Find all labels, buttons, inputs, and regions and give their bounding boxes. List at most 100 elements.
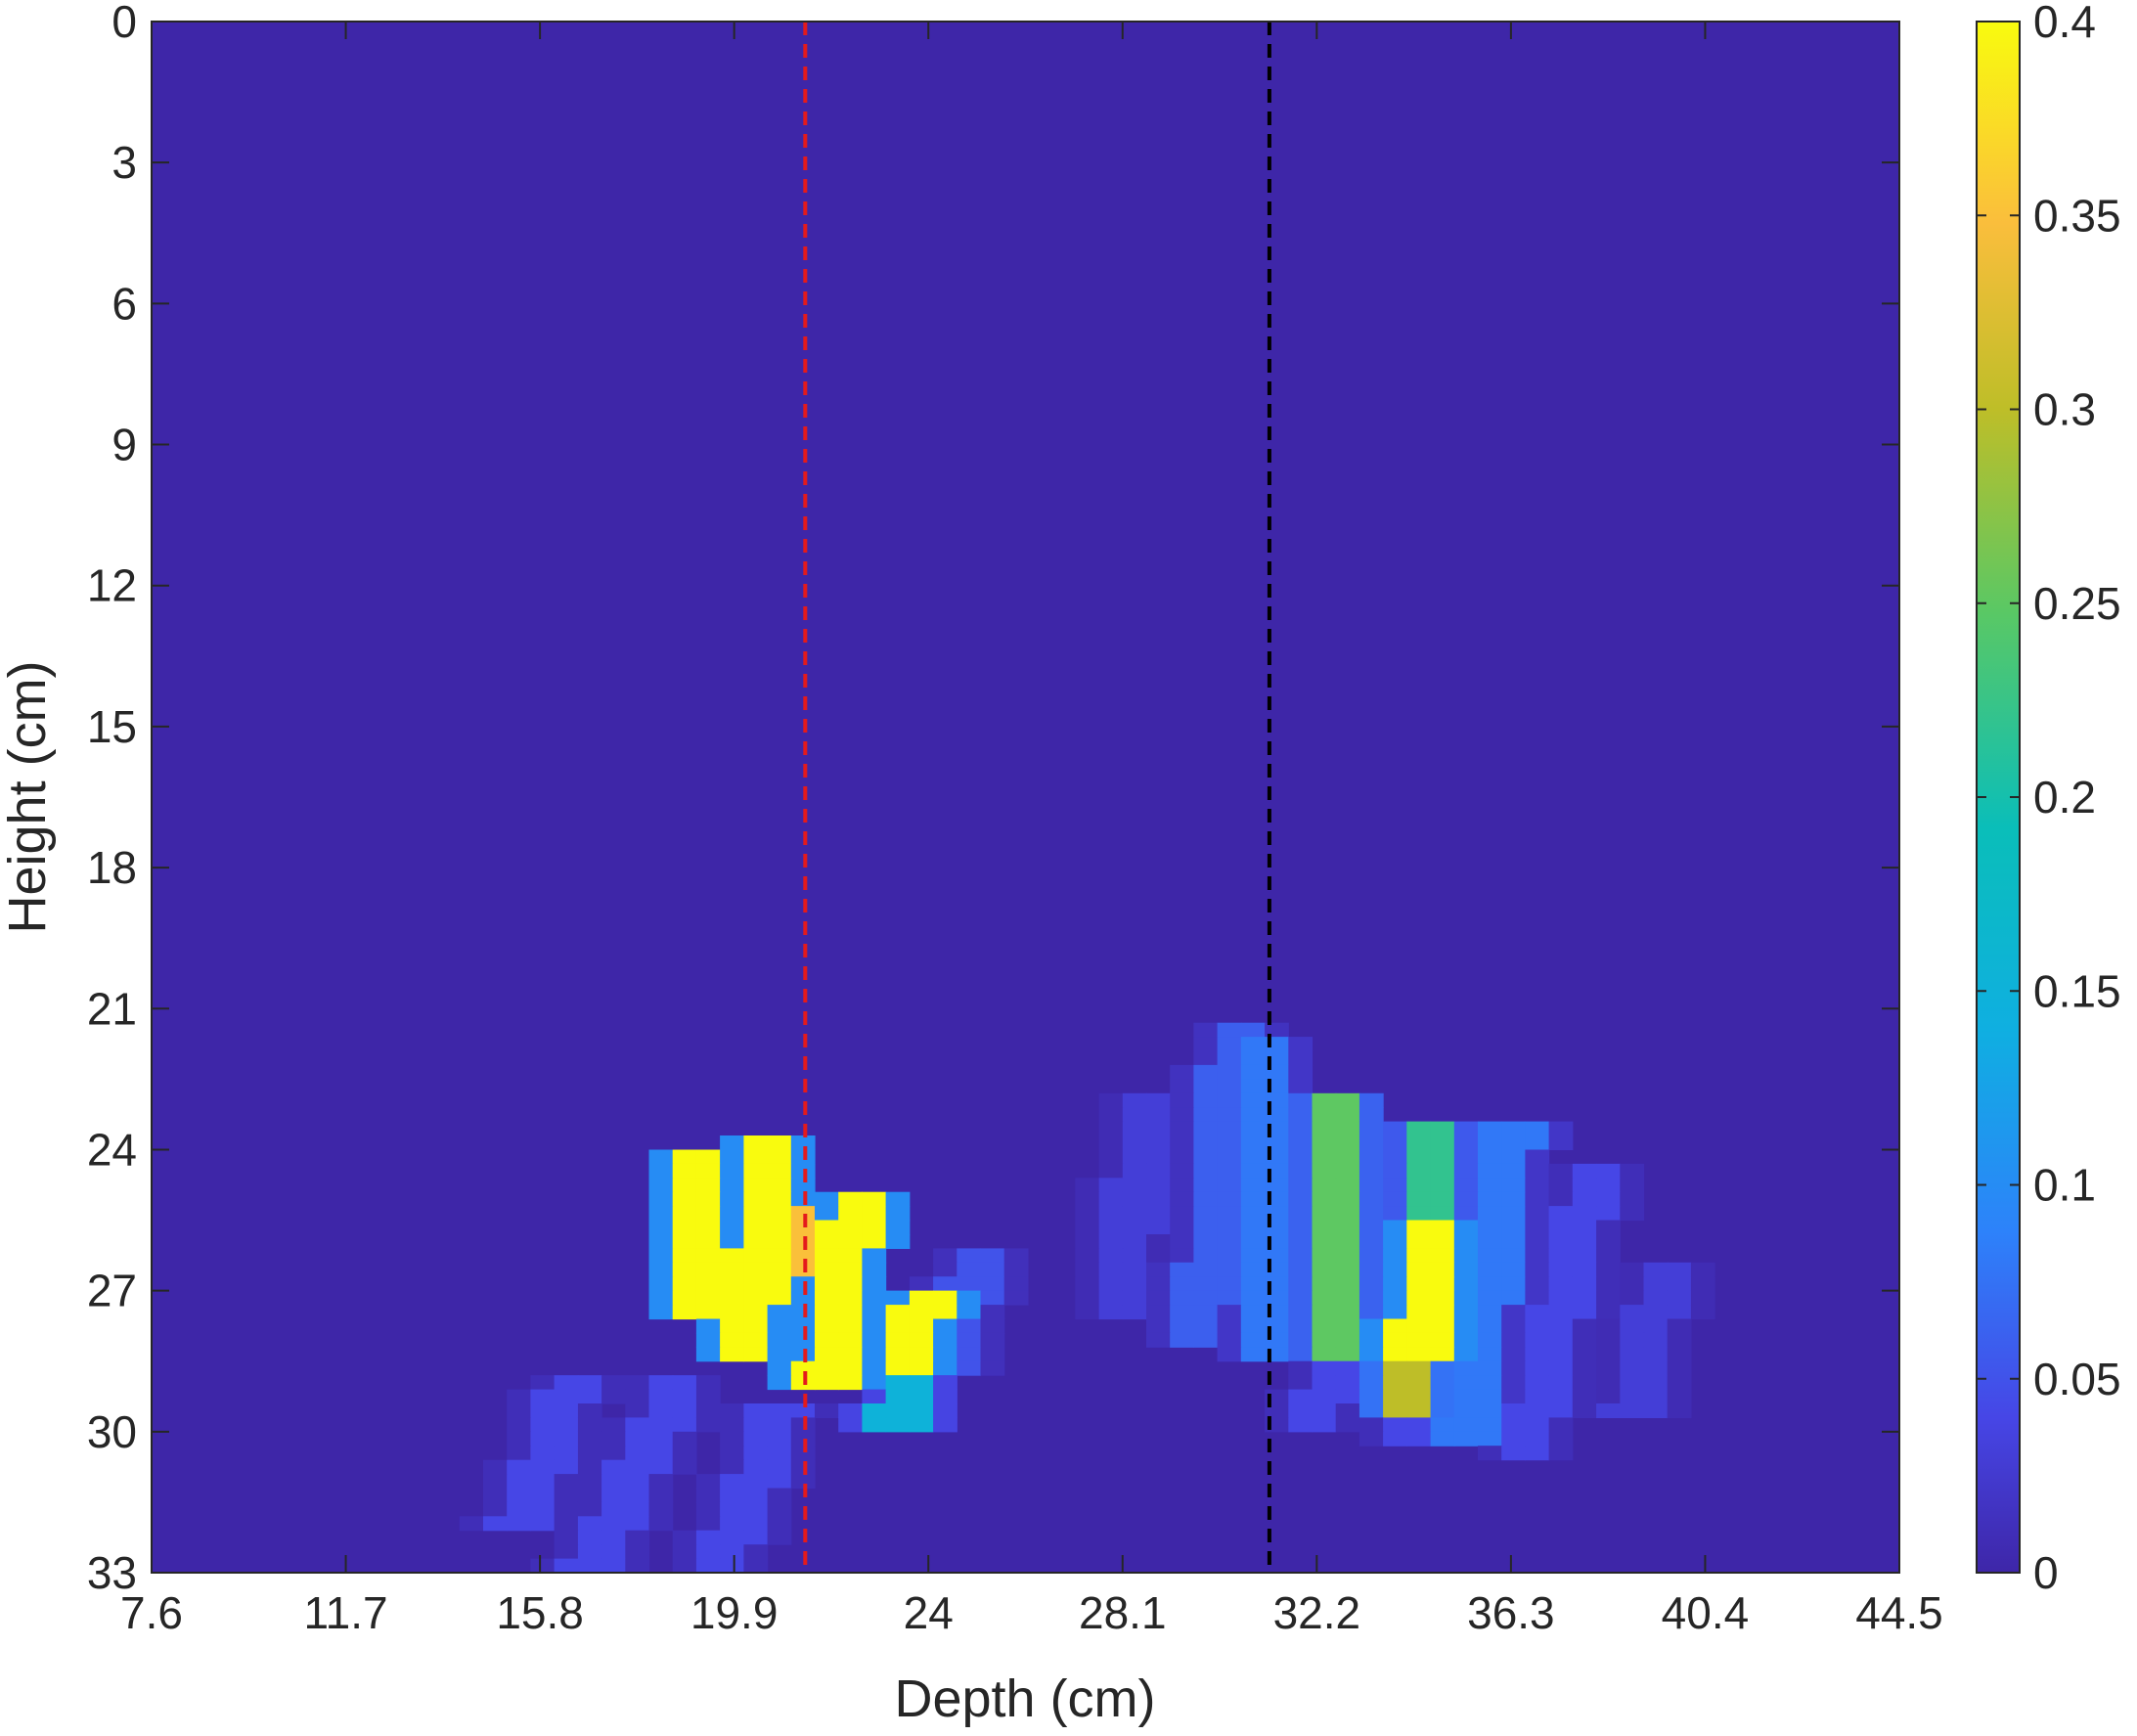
- heatmap-cell: [1240, 1262, 1266, 1277]
- heatmap-cell: [695, 1149, 721, 1165]
- heatmap-cell: [1453, 1234, 1479, 1249]
- heatmap-cell: [862, 1403, 887, 1418]
- heatmap-cell: [790, 1276, 816, 1292]
- heatmap-cell: [743, 1459, 769, 1475]
- heatmap-cell: [695, 1318, 721, 1334]
- heatmap-cell: [1620, 1276, 1645, 1292]
- heatmap-cell: [1122, 1262, 1147, 1277]
- heatmap-cell: [1240, 1037, 1266, 1052]
- heatmap-cell: [790, 1417, 816, 1433]
- heatmap-cell: [483, 1488, 508, 1503]
- heatmap-cell: [1122, 1305, 1147, 1320]
- heatmap-cell: [790, 1163, 816, 1179]
- heatmap-cell: [1217, 1135, 1242, 1150]
- heatmap-cell: [838, 1305, 863, 1320]
- heatmap-cell: [625, 1544, 650, 1560]
- heatmap-cell: [980, 1332, 1005, 1348]
- heatmap-cell: [815, 1220, 839, 1235]
- heatmap-cell: [743, 1347, 769, 1362]
- y-tick-label: 3: [111, 137, 137, 188]
- heatmap-cell: [648, 1389, 674, 1404]
- heatmap-cell: [577, 1516, 602, 1532]
- heatmap-cell: [720, 1332, 744, 1348]
- heatmap-cell: [1667, 1318, 1692, 1334]
- heatmap-cell: [1358, 1262, 1384, 1277]
- heatmap-cell: [1596, 1290, 1621, 1306]
- heatmap-cell: [648, 1375, 674, 1391]
- y-tick-label: 12: [87, 560, 137, 611]
- heatmap-cell: [695, 1262, 721, 1277]
- heatmap-cell: [577, 1417, 602, 1433]
- heatmap-cell: [695, 1389, 721, 1404]
- heatmap-cell: [1170, 1064, 1194, 1080]
- heatmap-cell: [1003, 1290, 1029, 1306]
- heatmap-cell: [530, 1431, 556, 1447]
- heatmap-cell: [1430, 1135, 1455, 1150]
- heatmap-cell: [1146, 1248, 1171, 1264]
- heatmap-cell: [625, 1389, 650, 1404]
- heatmap-cell: [648, 1501, 674, 1517]
- heatmap-cell: [1312, 1092, 1337, 1108]
- heatmap-cell: [1098, 1135, 1124, 1150]
- heatmap-cell: [1170, 1107, 1194, 1123]
- heatmap-cell: [554, 1375, 579, 1391]
- heatmap-cell: [743, 1276, 769, 1292]
- heatmap-cell: [695, 1417, 721, 1433]
- heatmap-cell: [1335, 1389, 1360, 1404]
- heatmap-cell: [648, 1206, 674, 1222]
- heatmap-cell: [1453, 1206, 1479, 1222]
- heatmap-cell: [1122, 1121, 1147, 1136]
- colorbar-tick-label: 0.1: [2033, 1160, 2096, 1211]
- heatmap-cell: [767, 1234, 792, 1249]
- heatmap-cell: [1667, 1305, 1692, 1320]
- heatmap-cell: [625, 1501, 650, 1517]
- heatmap-cell: [1288, 1290, 1313, 1306]
- heatmap-cell: [815, 1360, 839, 1376]
- heatmap-cell: [1146, 1121, 1171, 1136]
- heatmap-cell: [767, 1135, 792, 1150]
- heatmap-cell: [1146, 1191, 1171, 1207]
- heatmap-cell: [743, 1234, 769, 1249]
- heatmap-cell: [1335, 1403, 1360, 1418]
- heatmap-cell: [530, 1459, 556, 1475]
- heatmap-cell: [1240, 1092, 1266, 1108]
- heatmap-cell: [1430, 1276, 1455, 1292]
- heatmap-cell: [1596, 1163, 1621, 1179]
- heatmap-cell: [1596, 1360, 1621, 1376]
- heatmap-cell: [1501, 1417, 1526, 1433]
- heatmap-cell: [1358, 1121, 1384, 1136]
- heatmap-cell: [1312, 1360, 1337, 1376]
- heatmap-cell: [530, 1558, 556, 1573]
- heatmap-cell: [767, 1431, 792, 1447]
- heatmap-cell: [838, 1191, 863, 1207]
- heatmap-cell: [720, 1417, 744, 1433]
- heatmap-cell: [767, 1332, 792, 1348]
- heatmap-cell: [1075, 1290, 1100, 1306]
- heatmap-cell: [577, 1459, 602, 1475]
- heatmap-cell: [1383, 1206, 1407, 1222]
- heatmap-cell: [530, 1516, 556, 1532]
- heatmap-cell: [601, 1459, 626, 1475]
- heatmap-cell: [1240, 1121, 1266, 1136]
- heatmap-cell: [1430, 1121, 1455, 1136]
- heatmap-cell: [1501, 1305, 1526, 1320]
- heatmap-cell: [790, 1347, 816, 1362]
- heatmap-cell: [1240, 1079, 1266, 1094]
- heatmap-cell: [695, 1558, 721, 1573]
- heatmap-cell: [1170, 1121, 1194, 1136]
- heatmap-cell: [767, 1318, 792, 1334]
- heatmap-cell: [1501, 1332, 1526, 1348]
- heatmap-cell: [1430, 1360, 1455, 1376]
- heatmap-cell: [720, 1276, 744, 1292]
- heatmap-cell: [1620, 1375, 1645, 1391]
- heatmap-cell: [1240, 1220, 1266, 1235]
- heatmap-cell: [1217, 1022, 1242, 1038]
- heatmap-cell: [1596, 1276, 1621, 1292]
- heatmap-cell: [1193, 1262, 1219, 1277]
- heatmap-cell: [767, 1262, 792, 1277]
- heatmap-cell: [1430, 1347, 1455, 1362]
- heatmap-cell: [1572, 1178, 1597, 1193]
- heatmap-cell: [1003, 1276, 1029, 1292]
- heatmap-cell: [980, 1318, 1005, 1334]
- heatmap-cell: [1572, 1163, 1597, 1179]
